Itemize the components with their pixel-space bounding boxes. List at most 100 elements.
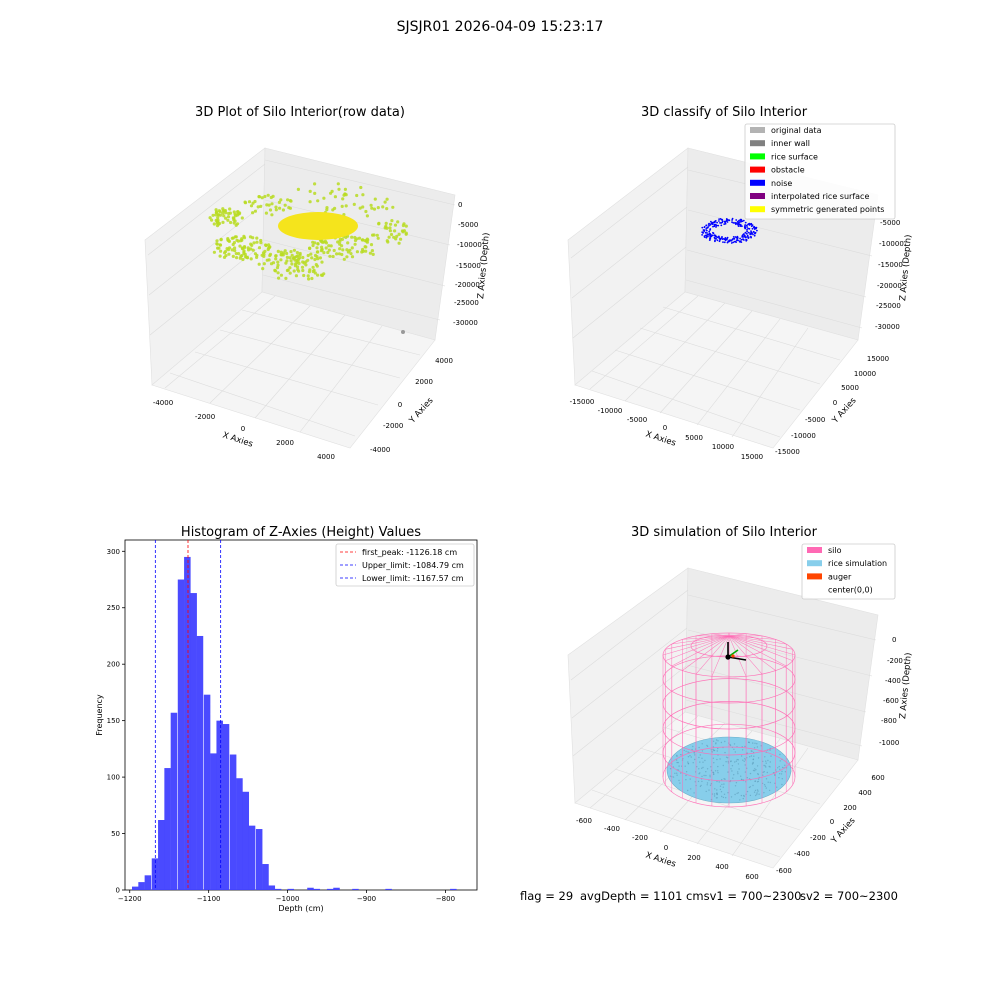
rice-point [738, 768, 740, 770]
rice-point [757, 757, 760, 759]
rice-point [705, 790, 707, 793]
rice-point [774, 774, 776, 776]
raw-point [250, 243, 254, 247]
p1-ytick: -4000 [370, 446, 390, 454]
histogram-ylabel: Frequency [95, 694, 104, 736]
rice-point [763, 792, 765, 794]
raw-point [294, 262, 298, 266]
rice-point [689, 778, 691, 780]
rice-point [692, 745, 694, 748]
raw-point [365, 240, 369, 244]
noise-point [740, 241, 743, 244]
p2-ztick: -25000 [876, 302, 901, 310]
rice-point [690, 788, 692, 790]
rice-point [702, 766, 704, 769]
histogram-bar [307, 887, 314, 890]
panel-simulation-title: 3D simulation of Silo Interior [631, 525, 818, 540]
rice-point [669, 775, 672, 777]
rice-point [700, 784, 702, 787]
rice-point [765, 778, 768, 780]
rice-point [749, 786, 752, 788]
legend-label: inner wall [771, 139, 810, 148]
raw-point [369, 203, 373, 207]
histogram-bar [158, 820, 165, 890]
noise-point [735, 222, 737, 225]
p1-ytick: 0 [398, 401, 402, 409]
p1-xtick: -2000 [195, 413, 215, 421]
rice-point [716, 758, 718, 761]
legend-swatch [750, 166, 765, 173]
noise-point [725, 238, 728, 241]
p2-ztick: -10000 [879, 240, 904, 248]
raw-point [346, 241, 350, 245]
rice-point [735, 782, 738, 784]
rice-point [699, 761, 701, 763]
rice-point [677, 761, 679, 764]
rice-point [764, 765, 766, 767]
raw-point [361, 193, 365, 197]
legend-label: first_peak: -1126.18 cm [362, 548, 457, 557]
rice-point [696, 766, 698, 768]
raw-point [302, 273, 306, 278]
p1-xtick: -4000 [153, 399, 173, 407]
noise-point [737, 222, 740, 225]
legend-swatch [750, 193, 765, 199]
rice-point [717, 772, 719, 774]
p1-ztick: -25000 [454, 299, 479, 307]
rice-point [752, 758, 755, 760]
histogram-bars [132, 556, 457, 890]
noise-point [745, 239, 748, 242]
raw-point [390, 219, 394, 223]
histogram-bar [138, 882, 145, 890]
rice-point [703, 774, 705, 777]
histogram-xticks: −1200 −1100 −1000 −900 −800 [118, 890, 455, 903]
rice-point [706, 745, 709, 747]
rice-point [730, 768, 732, 770]
rice-point [724, 740, 726, 743]
raw-point [257, 195, 261, 199]
rice-point [756, 792, 758, 794]
rice-point [676, 772, 678, 774]
rice-point [750, 755, 753, 757]
raw-point [341, 248, 345, 252]
rice-point [715, 743, 717, 745]
rice-point [706, 784, 708, 786]
raw-point [267, 203, 271, 207]
p2-xtick: -5000 [627, 416, 647, 424]
rice-point [778, 777, 780, 779]
ytick-label: 100 [107, 774, 120, 782]
noise-point [750, 222, 753, 225]
raw-point [310, 256, 314, 260]
rice-point [735, 760, 738, 762]
rice-point [722, 796, 725, 799]
rice-point [694, 758, 696, 761]
raw-point [296, 187, 300, 191]
rice-point [692, 762, 694, 764]
legend-swatch [750, 140, 765, 147]
noise-point [747, 223, 749, 226]
raw-point [319, 239, 323, 243]
panel-simulation-legend: silo rice simulation auger center(0,0) [801, 543, 896, 600]
noise-point [754, 232, 756, 235]
noise-point [714, 220, 717, 222]
rice-point [705, 771, 707, 773]
raw-point [259, 204, 263, 208]
rice-point [731, 765, 734, 767]
noise-point [712, 231, 714, 234]
rice-point [753, 791, 756, 793]
noise-point [745, 232, 748, 235]
raw-point [311, 240, 315, 244]
raw-point [277, 200, 281, 204]
rice-point [734, 751, 736, 753]
rice-point [784, 771, 787, 773]
noise-point [716, 236, 719, 239]
rice-point [764, 756, 766, 758]
noise-point [756, 229, 758, 232]
rice-point [737, 759, 739, 761]
rice-point [776, 786, 778, 788]
noise-point [751, 227, 754, 230]
rice-point [698, 746, 700, 749]
raw-point [340, 244, 344, 248]
raw-point [235, 256, 239, 260]
